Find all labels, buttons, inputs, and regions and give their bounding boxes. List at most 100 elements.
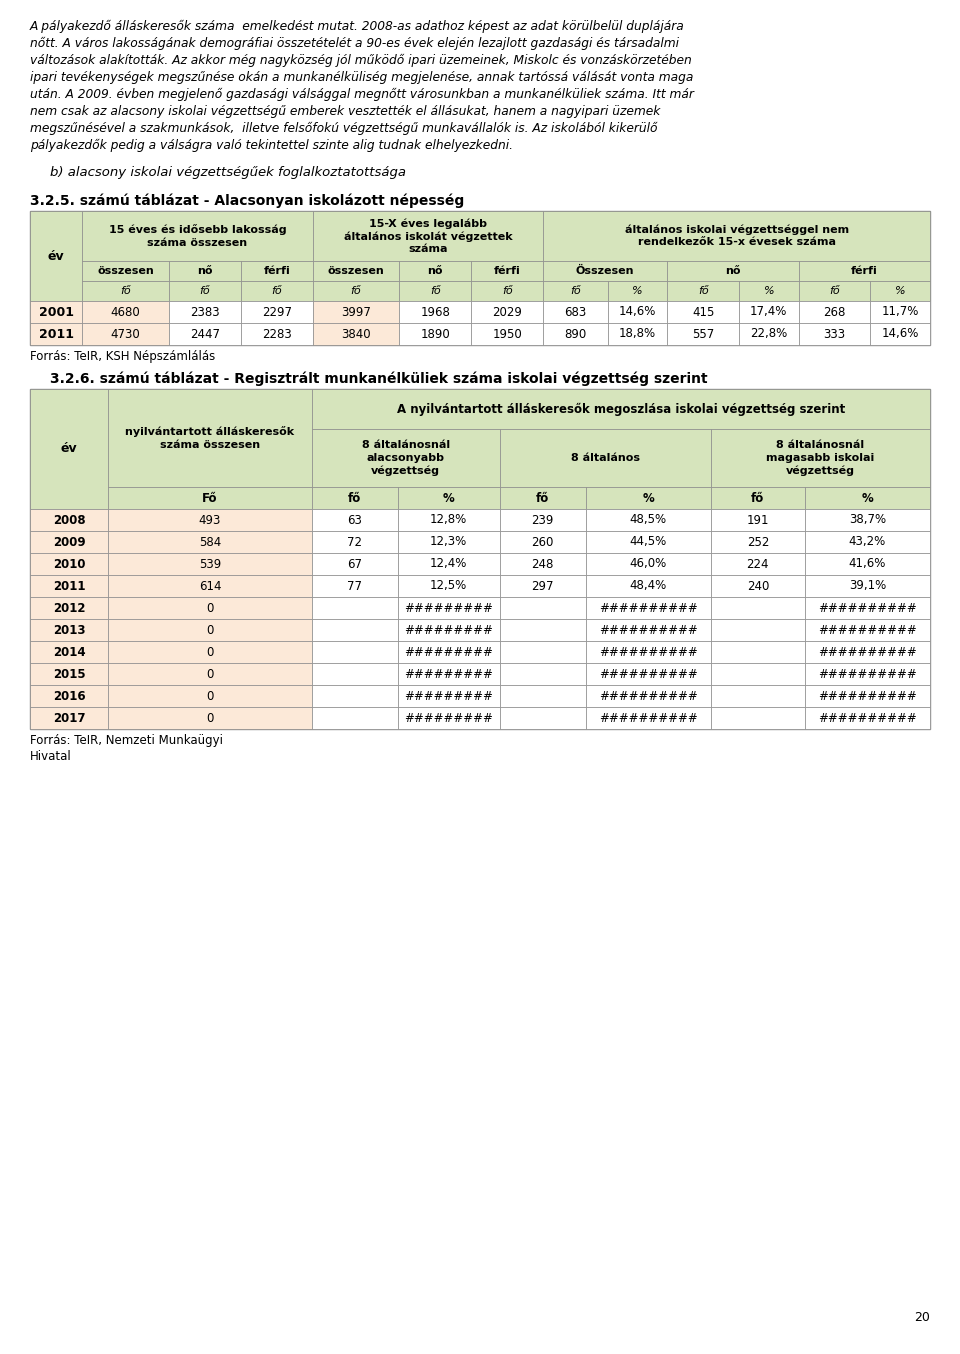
Text: 0: 0	[206, 689, 214, 703]
Bar	[710, 531, 804, 552]
Bar	[804, 597, 930, 619]
Bar	[30, 324, 82, 345]
Text: 0: 0	[206, 601, 214, 615]
Text: 38,7%: 38,7%	[849, 513, 886, 527]
Text: nyilvántartott álláskeresők
száma összesen: nyilvántartott álláskeresők száma összes…	[126, 427, 295, 450]
Text: 67: 67	[348, 558, 362, 570]
Text: %: %	[763, 286, 774, 297]
Bar	[30, 211, 930, 345]
Bar	[667, 261, 799, 282]
Bar	[543, 261, 667, 282]
Bar	[108, 531, 312, 552]
Bar	[30, 531, 108, 552]
Bar	[312, 685, 397, 707]
Text: #########: #########	[404, 711, 493, 724]
Text: #########: #########	[404, 623, 493, 636]
Bar	[586, 487, 710, 509]
Text: 8 általánosnál
magasabb iskolai
végzettség: 8 általánosnál magasabb iskolai végzetts…	[766, 440, 875, 475]
Text: fő: fő	[698, 286, 708, 297]
Bar	[804, 663, 930, 685]
Text: Forrás: TeIR, KSH Népszámlálás: Forrás: TeIR, KSH Népszámlálás	[30, 349, 215, 363]
Bar	[739, 301, 799, 324]
Bar	[312, 389, 930, 429]
Text: b) alacsony iskolai végzettségűek foglalkoztatottsága: b) alacsony iskolai végzettségűek foglal…	[50, 167, 406, 179]
Text: fő: fő	[752, 492, 764, 505]
Text: 77: 77	[348, 580, 362, 593]
Bar	[499, 509, 586, 531]
Bar	[799, 301, 871, 324]
Text: 8 általánosnál
alacsonyabb
végzettség: 8 általánosnál alacsonyabb végzettség	[362, 440, 449, 475]
Text: nem csak az alacsony iskolai végzettségű emberek vesztették el állásukat, hanem : nem csak az alacsony iskolai végzettségű…	[30, 106, 660, 118]
Bar	[710, 619, 804, 640]
Text: 614: 614	[199, 580, 221, 593]
Bar	[799, 324, 871, 345]
Bar	[108, 552, 312, 575]
Bar	[399, 282, 471, 301]
Text: 2012: 2012	[53, 601, 85, 615]
Text: férfi: férfi	[851, 265, 877, 276]
Text: 493: 493	[199, 513, 221, 527]
Bar	[804, 487, 930, 509]
Bar	[871, 282, 930, 301]
Bar	[499, 531, 586, 552]
Text: ##########: ##########	[818, 623, 917, 636]
Text: általános iskolai végzettséggel nem
rendelkezők 15-x évesek száma: általános iskolai végzettséggel nem rend…	[625, 225, 849, 248]
Text: 63: 63	[348, 513, 362, 527]
Bar	[586, 619, 710, 640]
Text: 48,4%: 48,4%	[630, 580, 667, 593]
Bar	[241, 282, 313, 301]
Bar	[397, 509, 499, 531]
Bar	[82, 261, 169, 282]
Bar	[471, 282, 543, 301]
Bar	[30, 619, 108, 640]
Bar	[799, 261, 930, 282]
Text: fő: fő	[348, 492, 361, 505]
Bar	[499, 552, 586, 575]
Bar	[586, 552, 710, 575]
Text: 2447: 2447	[190, 328, 220, 340]
Text: 15-X éves legalább
általános iskolát végzettek
száma: 15-X éves legalább általános iskolát vég…	[344, 218, 513, 255]
Bar	[82, 282, 169, 301]
Bar	[710, 640, 804, 663]
Text: 191: 191	[747, 513, 769, 527]
Text: 8 általános: 8 általános	[570, 454, 639, 463]
Bar	[312, 487, 397, 509]
Bar	[471, 301, 543, 324]
Text: 2297: 2297	[262, 306, 292, 318]
Bar	[667, 282, 739, 301]
Bar	[312, 531, 397, 552]
Bar	[108, 640, 312, 663]
Text: 240: 240	[747, 580, 769, 593]
Bar	[313, 261, 399, 282]
Bar	[804, 619, 930, 640]
Bar	[871, 324, 930, 345]
Bar	[499, 429, 710, 487]
Bar	[108, 509, 312, 531]
Bar	[30, 389, 930, 728]
Bar	[82, 301, 169, 324]
Text: 252: 252	[747, 535, 769, 548]
Bar	[399, 324, 471, 345]
Text: ##########: ##########	[818, 711, 917, 724]
Bar	[108, 619, 312, 640]
Text: nőtt. A város lakosságának demográfiai összetételét a 90-es évek elején lezajlot: nőtt. A város lakosságának demográfiai ö…	[30, 37, 679, 50]
Text: 72: 72	[348, 535, 362, 548]
Bar	[499, 640, 586, 663]
Text: Forrás: TeIR, Nemzeti Munkaügyi
Hivatal: Forrás: TeIR, Nemzeti Munkaügyi Hivatal	[30, 734, 223, 764]
Text: összesen: összesen	[327, 265, 384, 276]
Text: ##########: ##########	[818, 689, 917, 703]
Text: %: %	[895, 286, 905, 297]
Bar	[543, 282, 608, 301]
Bar	[312, 597, 397, 619]
Text: ##########: ##########	[818, 668, 917, 681]
Text: 12,3%: 12,3%	[430, 535, 468, 548]
Bar	[30, 640, 108, 663]
Text: ##########: ##########	[599, 623, 698, 636]
Text: fő: fő	[200, 286, 210, 297]
Text: pályakezdők pedig a válságra való tekintettel szinte alig tudnak elhelyezkedni.: pályakezdők pedig a válságra való tekint…	[30, 139, 513, 152]
Text: Fő: Fő	[203, 492, 218, 505]
Bar	[710, 575, 804, 597]
Bar	[586, 663, 710, 685]
Text: nő: nő	[427, 265, 444, 276]
Text: 890: 890	[564, 328, 587, 340]
